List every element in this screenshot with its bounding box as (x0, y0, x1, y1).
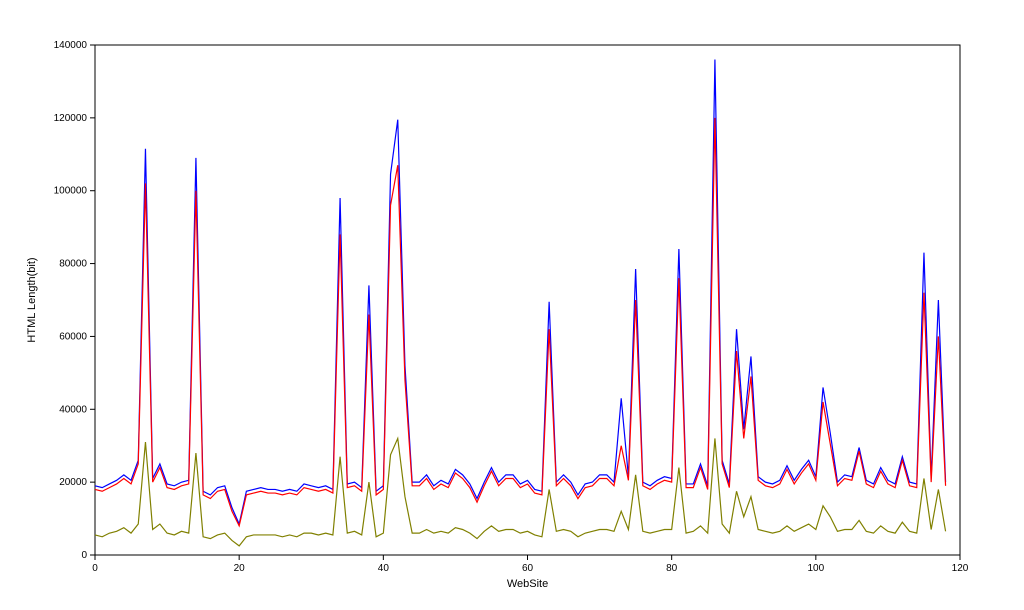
line-chart: 0 20 40 60 80 100 120 0 20000 40000 60000 80000 1000… (0, 0, 1024, 610)
x-tick-label: 60 (522, 563, 534, 574)
y-tick-label: 120000 (54, 113, 88, 124)
y-tick-label: 100000 (54, 186, 88, 197)
y-tick-label: 60000 (59, 331, 87, 342)
y-axis-label: HTML Length(bit) (26, 257, 38, 342)
chart-container: 0 20 40 60 80 100 120 0 20000 40000 60000 80000 1000… (0, 0, 1024, 610)
x-tick-label: 0 (92, 563, 98, 574)
plot-border (95, 45, 960, 555)
x-tick-label: 20 (234, 563, 246, 574)
y-tick-label: 40000 (59, 404, 87, 415)
y-tick-label: 0 (81, 550, 87, 561)
y-tick-label: 140000 (54, 40, 88, 51)
x-tick-label: 80 (666, 563, 678, 574)
series-red (95, 118, 946, 526)
y-tick-label: 20000 (59, 477, 87, 488)
x-tick-label: 120 (952, 563, 969, 574)
x-axis-label: WebSite (507, 578, 548, 590)
y-tick-label: 80000 (59, 259, 87, 270)
x-tick-label: 40 (378, 563, 390, 574)
x-tick-label: 100 (807, 563, 824, 574)
